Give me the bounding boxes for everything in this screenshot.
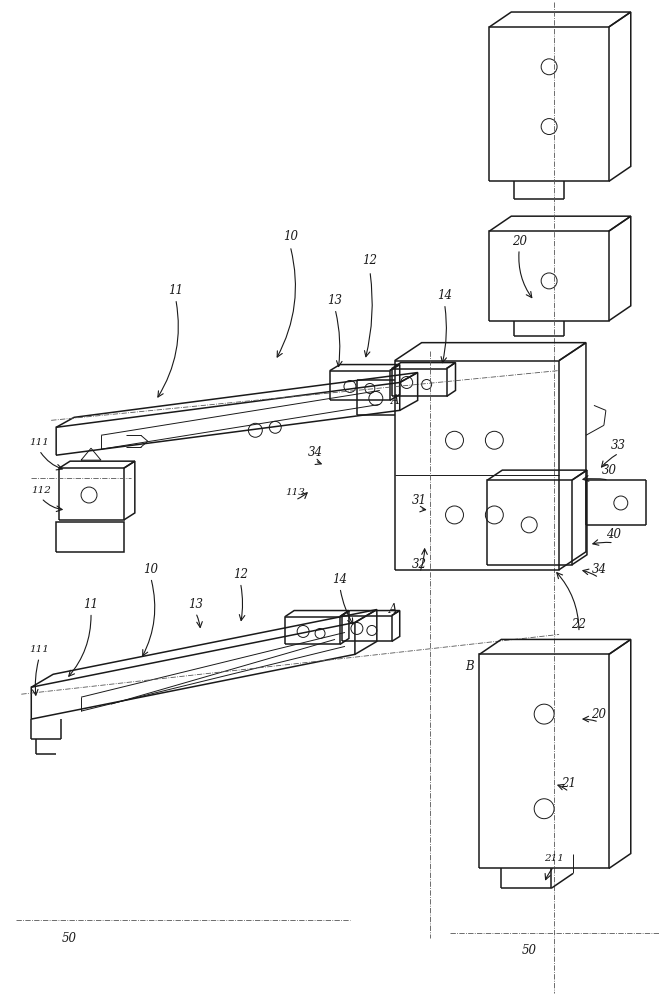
Text: 31: 31 bbox=[412, 494, 427, 507]
Text: 11: 11 bbox=[83, 598, 99, 611]
Text: 33: 33 bbox=[612, 439, 626, 452]
Text: 112: 112 bbox=[32, 486, 51, 495]
Text: 14: 14 bbox=[333, 573, 347, 586]
Text: 13: 13 bbox=[327, 294, 343, 307]
Text: 20: 20 bbox=[512, 235, 527, 248]
Text: A: A bbox=[388, 603, 397, 616]
Text: 10: 10 bbox=[143, 563, 159, 576]
Text: 34: 34 bbox=[591, 563, 606, 576]
Text: 30: 30 bbox=[601, 464, 616, 477]
Text: 12: 12 bbox=[362, 254, 378, 267]
Text: 50: 50 bbox=[62, 932, 77, 945]
Text: 12: 12 bbox=[233, 568, 248, 581]
Text: 10: 10 bbox=[283, 230, 298, 243]
Text: 13: 13 bbox=[188, 598, 203, 611]
Text: 21: 21 bbox=[562, 777, 577, 790]
Text: 40: 40 bbox=[606, 528, 622, 541]
Text: 22: 22 bbox=[571, 618, 587, 631]
Text: A: A bbox=[390, 394, 399, 407]
Text: 32: 32 bbox=[412, 558, 427, 571]
Text: 50: 50 bbox=[521, 944, 537, 957]
Text: 20: 20 bbox=[591, 708, 606, 721]
Text: B: B bbox=[465, 660, 474, 673]
Text: 211: 211 bbox=[544, 854, 564, 863]
Text: 111: 111 bbox=[30, 438, 49, 447]
Text: 14: 14 bbox=[437, 289, 452, 302]
Text: 111: 111 bbox=[30, 645, 49, 654]
Text: 11: 11 bbox=[168, 284, 183, 297]
Text: 113: 113 bbox=[285, 488, 305, 497]
Text: 34: 34 bbox=[308, 446, 323, 459]
